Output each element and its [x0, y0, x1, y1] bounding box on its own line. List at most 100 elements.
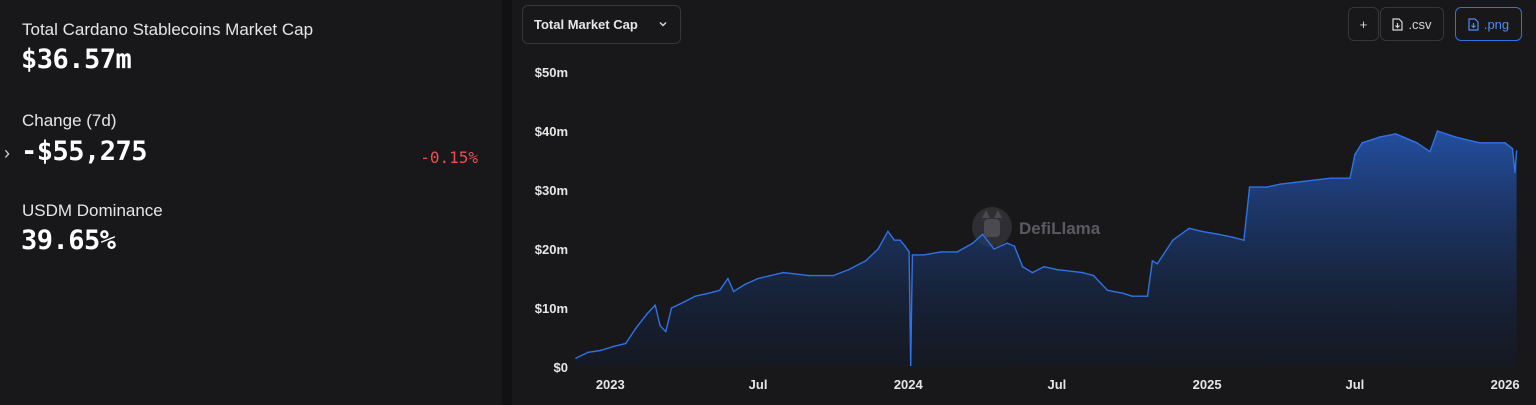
- x-tick-label: 2024: [894, 377, 924, 392]
- data-point: [899, 239, 901, 241]
- change-percent: -0.15%: [420, 148, 478, 167]
- data-point: [1279, 183, 1282, 185]
- data-point: [1188, 227, 1190, 230]
- expand-chevron-icon[interactable]: ›: [4, 143, 10, 163]
- data-point: [971, 242, 974, 244]
- chevron-down-icon: [659, 21, 667, 27]
- y-tick-label: $20m: [535, 242, 568, 257]
- y-tick-label: $40m: [535, 124, 568, 139]
- data-point: [893, 239, 896, 241]
- x-tick-label: 2026: [1491, 377, 1520, 392]
- x-axis: 2023 Jul 2024 Jul 2025 Jul 2026: [596, 377, 1520, 392]
- add-button[interactable]: +: [1348, 7, 1379, 41]
- metric-dropdown[interactable]: Total Market Cap: [522, 5, 681, 44]
- data-point: [832, 274, 834, 277]
- data-point: [634, 327, 637, 330]
- data-point: [665, 330, 667, 333]
- data-point: [1416, 142, 1418, 144]
- data-point: [1265, 186, 1268, 188]
- data-point: [1515, 150, 1518, 152]
- image-download-icon: [1468, 17, 1479, 31]
- data-point: [732, 290, 735, 293]
- stats-panel: Total Cardano Stablecoins Market Cap $36…: [0, 0, 502, 405]
- dominance-label: USDM Dominance: [22, 201, 163, 220]
- data-point: [993, 248, 995, 250]
- data-point: [587, 351, 590, 354]
- plus-icon: +: [1359, 16, 1368, 32]
- data-point: [1354, 153, 1356, 156]
- data-point: [670, 307, 673, 309]
- change-value: -$55,275: [21, 136, 148, 167]
- data-point: [911, 254, 914, 256]
- data-point: [1122, 292, 1124, 295]
- data-point: [1217, 233, 1220, 236]
- data-point: [1349, 177, 1351, 179]
- data-point: [1156, 262, 1159, 265]
- y-tick-label: $50m: [535, 65, 568, 80]
- x-tick-label: Jul: [1047, 377, 1066, 392]
- data-point: [904, 245, 906, 247]
- download-png-button[interactable]: .png: [1455, 7, 1522, 41]
- y-tick-label: $30m: [535, 183, 568, 198]
- data-point: [1490, 142, 1493, 144]
- x-tick-label: Jul: [749, 377, 768, 392]
- data-point: [1043, 265, 1045, 268]
- data-point: [908, 251, 910, 253]
- data-point: [727, 277, 729, 280]
- data-point: [625, 342, 627, 345]
- data-point: [1172, 239, 1174, 241]
- data-points: [575, 130, 1518, 367]
- data-point: [1013, 245, 1016, 247]
- data-point: [1465, 139, 1468, 141]
- data-point: [612, 345, 615, 348]
- change-label: Change (7d): [22, 111, 117, 130]
- data-point: [1081, 271, 1083, 274]
- data-point: [865, 260, 867, 262]
- panel-divider: [502, 0, 512, 405]
- file-download-icon: [1392, 17, 1404, 31]
- y-tick-label: $10m: [535, 301, 568, 316]
- download-csv-button[interactable]: .csv: [1380, 7, 1444, 41]
- data-point: [682, 301, 685, 303]
- data-point: [923, 254, 925, 256]
- data-point: [1243, 239, 1245, 241]
- data-point: [1021, 265, 1024, 268]
- data-point: [694, 295, 697, 298]
- data-point: [654, 304, 656, 306]
- data-point: [1329, 177, 1332, 179]
- data-point: [1304, 180, 1306, 182]
- data-point: [1394, 133, 1397, 135]
- data-point: [1511, 147, 1514, 150]
- data-point: [1200, 230, 1203, 233]
- data-point: [1056, 268, 1058, 271]
- data-point: [877, 248, 879, 250]
- data-point: [782, 271, 785, 274]
- data-point: [807, 274, 810, 277]
- total-mcap-label: Total Cardano Stablecoins Market Cap: [22, 20, 314, 39]
- data-point: [1436, 130, 1439, 132]
- data-point: [659, 324, 661, 327]
- data-point: [1504, 142, 1506, 144]
- x-tick-label: Jul: [1345, 377, 1364, 392]
- data-point: [1429, 150, 1431, 153]
- y-axis: $0 $10m $20m $30m $40m $50m: [535, 65, 568, 375]
- data-point: [718, 289, 721, 292]
- data-point: [707, 292, 710, 295]
- data-point: [1106, 289, 1109, 292]
- market-cap-chart: DefiLlama $0 $10m $20m $30m $40m $50m 2023 Jul…: [535, 65, 1520, 392]
- watermark-text: DefiLlama: [1019, 219, 1101, 238]
- x-tick-label: 2025: [1193, 377, 1222, 392]
- csv-label: .csv: [1408, 16, 1432, 32]
- x-tick-label: 2023: [596, 377, 625, 392]
- data-point: [909, 364, 912, 367]
- data-point: [575, 357, 577, 359]
- data-point: [1146, 295, 1149, 298]
- dropdown-label: Total Market Cap: [534, 17, 638, 32]
- data-point: [887, 230, 889, 233]
- data-point: [757, 277, 759, 280]
- data-point: [1131, 295, 1133, 298]
- dominance-value: 39.65%: [21, 225, 116, 256]
- data-point: [599, 349, 602, 352]
- data-point: [981, 233, 984, 236]
